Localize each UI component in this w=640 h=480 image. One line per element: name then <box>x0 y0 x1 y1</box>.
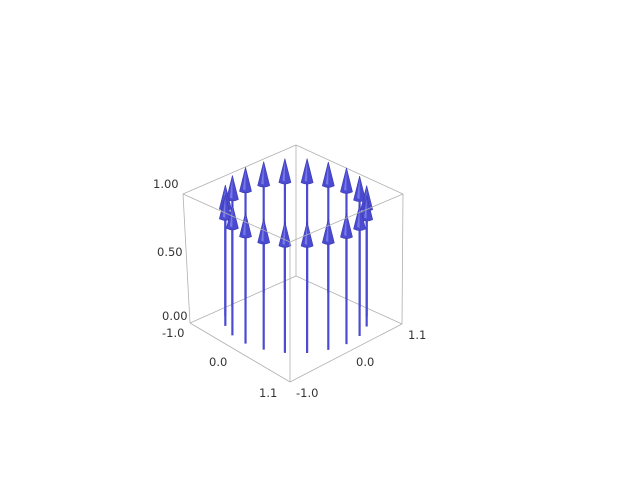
box-edge <box>295 275 403 325</box>
x-tick-label: 1.1 <box>259 386 277 400</box>
y-tick-label: 1.1 <box>408 328 426 342</box>
arrow-head-highlight <box>304 223 308 245</box>
arrow-head <box>300 158 314 185</box>
z-tick-label: 0.50 <box>157 245 183 259</box>
arrow-head <box>321 161 335 188</box>
bounding-box-front-edges <box>182 193 404 383</box>
vector-arrow <box>226 204 239 336</box>
box-edge <box>189 322 291 383</box>
box-edge <box>182 193 191 324</box>
box-edge <box>289 193 404 243</box>
vector-arrow <box>239 212 252 344</box>
z-tick-label: 1.00 <box>153 177 179 191</box>
y-tick-label: -1.0 <box>296 386 318 400</box>
arrow-head-highlight <box>325 163 329 185</box>
tick-labels: 1.00 0.50 0.00 -1.0 0.0 1.1 -1.0 0.0 1.1 <box>153 177 426 400</box>
vector-arrow <box>360 195 374 327</box>
box-edge <box>289 323 403 383</box>
box-edge <box>182 193 291 243</box>
arrow-head-highlight <box>229 206 233 228</box>
x-tick-label: 0.0 <box>209 355 227 369</box>
x-tick-label: -1.0 <box>162 326 184 340</box>
arrow-head <box>239 212 252 239</box>
arrow-head-highlight <box>261 163 264 185</box>
y-tick-label: 0.0 <box>356 355 374 369</box>
box-edge <box>295 144 404 195</box>
box-edge <box>182 144 297 195</box>
arrow-head-highlight <box>343 215 347 237</box>
vector-arrow <box>257 218 271 350</box>
arrow-head-highlight <box>243 214 246 236</box>
arrow-head-highlight <box>304 160 308 182</box>
arrow-head <box>239 167 252 194</box>
z-tick-label: 0.00 <box>162 309 188 323</box>
arrow-head-highlight <box>364 197 367 219</box>
box-edge <box>189 275 297 324</box>
arrow-head-highlight <box>229 177 233 199</box>
arrow-head <box>321 218 335 245</box>
arrow-head-highlight <box>357 178 360 200</box>
bounding-box-back-edges <box>182 144 404 325</box>
vector-arrow <box>340 213 353 345</box>
arrow-head-highlight <box>282 160 285 182</box>
vector-arrow <box>353 204 366 337</box>
arrow-head-highlight <box>357 207 360 229</box>
vector-arrow <box>300 221 314 353</box>
arrow-head-highlight <box>243 169 246 191</box>
arrow-field <box>218 158 374 353</box>
arrow-head-highlight <box>261 220 264 242</box>
vector-arrow <box>321 218 335 350</box>
arrow-head-highlight <box>343 169 347 191</box>
box-edge <box>401 193 404 325</box>
